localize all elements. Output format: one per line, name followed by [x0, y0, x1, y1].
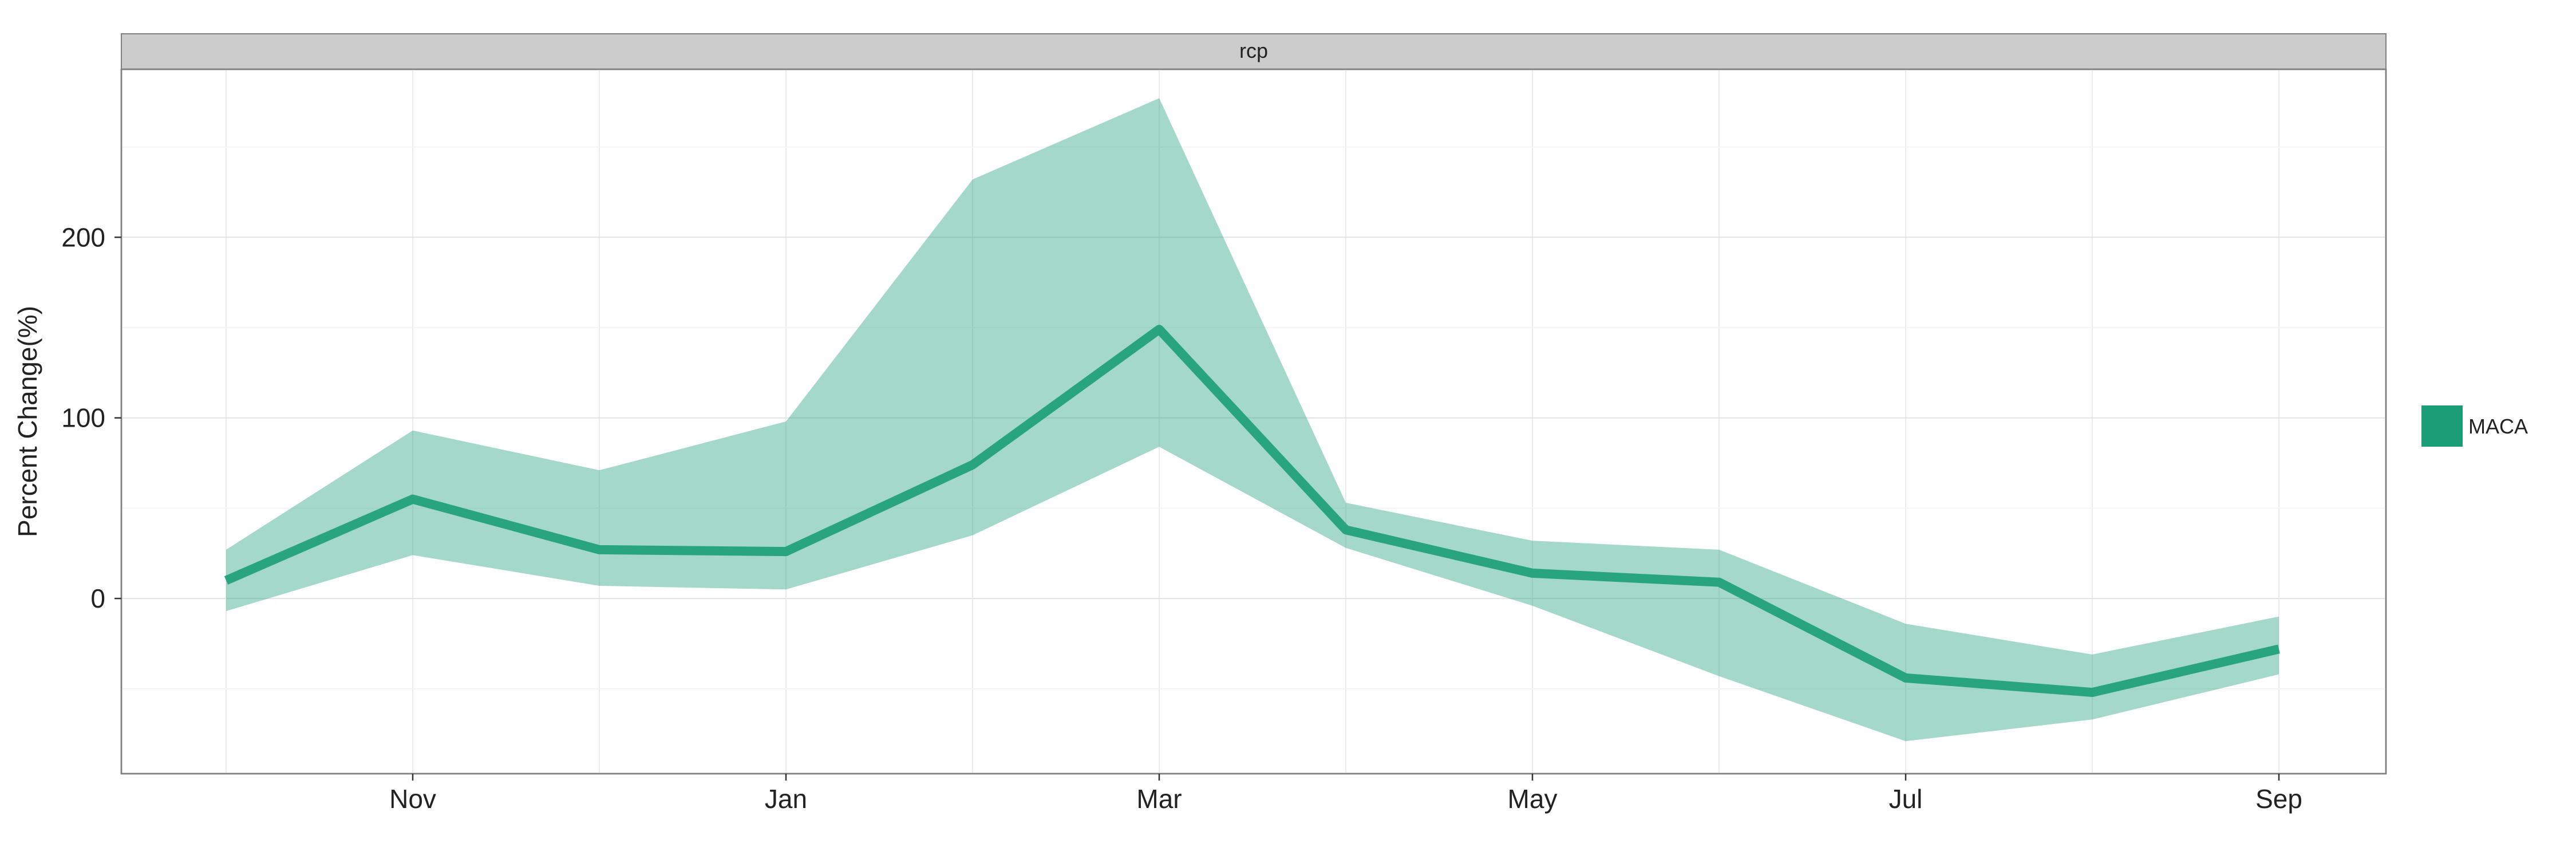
panel-strip [121, 33, 2387, 70]
legend-key [2421, 405, 2463, 447]
y-tick-label: 100 [61, 403, 105, 433]
y-axis: 0 100 200 [61, 222, 121, 613]
y-axis-title: Percent Change(%) [13, 306, 42, 537]
x-axis: Nov Jan Mar May Jul Sep [389, 774, 2302, 814]
x-tick-label: Mar [1136, 784, 1182, 814]
x-tick-label: Jan [765, 784, 807, 814]
grid-lines [121, 69, 2386, 774]
plot-panel [120, 68, 2387, 775]
y-tick-label: 200 [61, 222, 105, 252]
line-layer [224, 325, 2280, 698]
legend: MACA [2421, 405, 2528, 447]
series-line-maca [224, 325, 2280, 698]
x-tick-label: May [1508, 784, 1558, 814]
ribbon-layer [226, 98, 2279, 742]
series-band-maca [226, 98, 2279, 742]
x-tick-label: Sep [2255, 784, 2302, 814]
panel-strip-label: rcp [1239, 39, 1268, 62]
legend-label: MACA [2468, 415, 2528, 438]
x-tick-label: Jul [1889, 784, 1923, 814]
x-tick-label: Nov [389, 784, 436, 814]
plot-panel-border [120, 68, 2387, 775]
y-tick-label: 0 [90, 584, 105, 613]
